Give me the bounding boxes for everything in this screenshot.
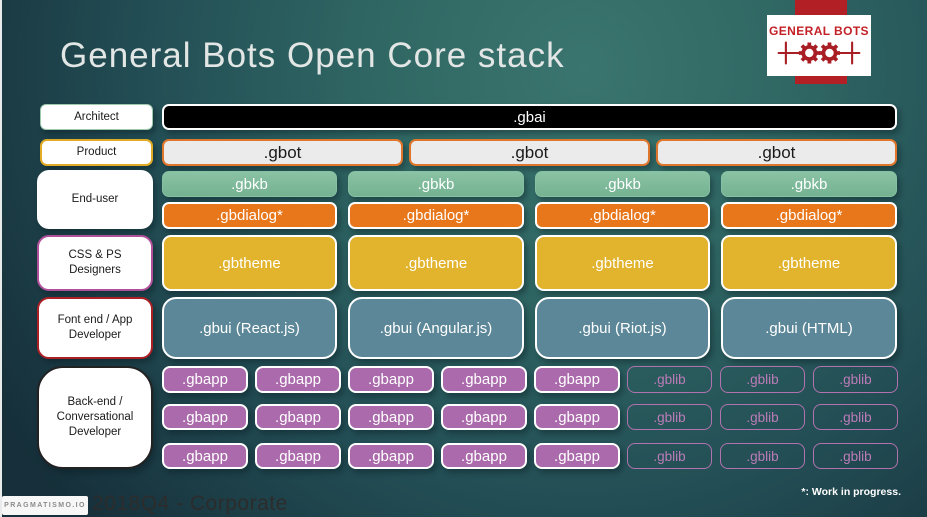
slide-left-edge-line [0, 0, 2, 517]
gbapp-box: .gbapp [162, 443, 248, 469]
gbapp-box: .gbapp [534, 443, 620, 469]
gblib-box: .gblib [813, 443, 898, 469]
gbapp-box: .gbapp [348, 404, 434, 430]
gbot-box: .gbot [656, 139, 897, 166]
gbapp-box: .gbapp [162, 404, 248, 430]
gbapp-box: .gbapp [534, 366, 620, 393]
gbapp-box: .gbapp [441, 404, 527, 430]
gbdialog-box: .gbdialog* [721, 202, 897, 229]
row-label-css-ps-designers: CSS & PS Designers [37, 235, 153, 291]
row-label-end-user: End-user [37, 170, 153, 229]
gbapp-box: .gbapp [255, 404, 341, 430]
gbot-box: .gbot [409, 139, 650, 166]
gbtheme-box: .gbtheme [348, 235, 524, 291]
gbapp-box: .gbapp [348, 366, 434, 393]
gbtheme-box: .gbtheme [535, 235, 710, 291]
gbapp-box: .gbapp [441, 366, 527, 393]
gbkb-box: .gbkb [162, 171, 337, 197]
gblib-box: .gblib [627, 366, 712, 393]
row-label-architect: Architect [40, 104, 153, 130]
gbdialog-box: .gbdialog* [535, 202, 710, 229]
gbdialog-box: .gbdialog* [348, 202, 524, 229]
gbapp-box: .gbapp [255, 366, 341, 393]
gblib-box: .gblib [720, 443, 805, 469]
gbkb-box: .gbkb [721, 171, 897, 197]
gears-icon [777, 41, 861, 65]
gblib-box: .gblib [720, 404, 805, 430]
row-label-frontend-app-developer: Font end / App Developer [37, 297, 153, 359]
gblib-box: .gblib [627, 404, 712, 430]
gbapp-box: .gbapp [534, 404, 620, 430]
gblib-box: .gblib [813, 404, 898, 430]
work-in-progress-note: *: Work in progress. [801, 486, 901, 498]
pragmatismo-badge: PRAGMATISMO.IO [2, 496, 88, 515]
gbtheme-box: .gbtheme [162, 235, 337, 291]
gbapp-box: .gbapp [441, 443, 527, 469]
gbkb-box: .gbkb [535, 171, 710, 197]
gbdialog-box: .gbdialog* [162, 202, 337, 229]
gblib-box: .gblib [813, 366, 898, 393]
gbtheme-box: .gbtheme [721, 235, 897, 291]
gbui-box: .gbui (HTML) [721, 297, 897, 359]
gbapp-box: .gbapp [255, 443, 341, 469]
slide-title: General Bots Open Core stack [60, 36, 565, 75]
gbui-box: .gbui (React.js) [162, 297, 337, 359]
gbui-box: .gbui (Riot.js) [535, 297, 710, 359]
general-bots-logo: GENERAL BOTS [767, 15, 871, 76]
gbkb-box: .gbkb [348, 171, 524, 197]
gblib-box: .gblib [627, 443, 712, 469]
row-label-backend-conversational-developer: Back-end / Conversational Developer [37, 366, 153, 469]
row-label-product: Product [40, 139, 153, 166]
gbapp-box: .gbapp [162, 366, 248, 393]
footer-caption: 2018Q4 - Corporate [92, 492, 288, 515]
gbot-box: .gbot [162, 139, 403, 166]
logo-brand-text: GENERAL BOTS [769, 24, 869, 38]
gbapp-box: .gbapp [348, 443, 434, 469]
gbai-box: .gbai [162, 104, 897, 130]
gblib-box: .gblib [720, 366, 805, 393]
gbui-box: .gbui (Angular.js) [348, 297, 524, 359]
